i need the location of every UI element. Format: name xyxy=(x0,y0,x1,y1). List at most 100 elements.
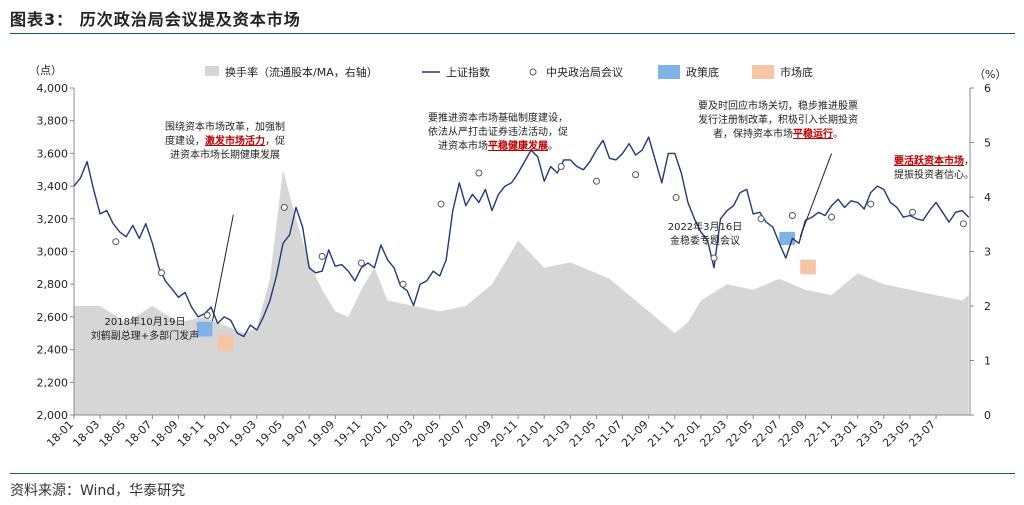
x-tick-label: 22-01 xyxy=(671,418,703,450)
note-segment: 围绕资本市场改革，加强制 xyxy=(165,120,285,133)
left-tick-label: 2,000 xyxy=(37,409,69,422)
market-bottom-box xyxy=(217,334,234,352)
note-line: 依法从严打击证券违法活动，促 xyxy=(428,125,568,138)
x-tick-label: 21-01 xyxy=(515,418,547,450)
right-tick-label: 4 xyxy=(984,191,991,204)
right-tick-label: 6 xyxy=(984,82,991,95)
x-tick-label: 22-03 xyxy=(697,418,729,450)
x-tick-label: 19-07 xyxy=(279,418,311,450)
meeting-marker xyxy=(399,280,407,288)
meeting-marker xyxy=(909,208,917,216)
x-tick-label: 20-11 xyxy=(488,418,520,450)
note-segment: 刘鹤副总理+多部门发声 xyxy=(91,329,199,342)
note-line: 进资本市场平稳健康发展。 xyxy=(438,139,558,152)
note-line: 度建设，激发市场活力，促 xyxy=(165,134,285,147)
annotation-layer xyxy=(211,153,833,322)
note-segment: 。 xyxy=(833,129,843,140)
note-segment: 要活跃资本市场 xyxy=(894,154,964,167)
market-bottom-box xyxy=(800,259,816,275)
title-divider xyxy=(10,33,1015,34)
x-tick-label: 23-05 xyxy=(880,418,912,450)
meeting-marker xyxy=(112,238,120,246)
annotation-pointer xyxy=(799,153,833,237)
note-segment: 平稳运行 xyxy=(793,127,833,140)
meeting-marker xyxy=(318,252,326,260)
x-tick-label: 19-09 xyxy=(306,418,338,450)
note-line: 要及时回应市场关切，稳步推进股票 xyxy=(698,99,858,112)
note-activate-market-2023: 要活跃资本市场，提振投资者信心。 xyxy=(894,154,974,181)
note-segment: 2018年10月19日 xyxy=(105,315,186,328)
x-tick-label: 21-07 xyxy=(593,418,625,450)
legend-label: 市场底 xyxy=(780,65,813,79)
left-tick-label: 3,600 xyxy=(37,147,69,160)
x-tick-label: 20-01 xyxy=(358,418,390,450)
bottom-markers-layer xyxy=(196,231,816,352)
right-tick-label: 3 xyxy=(984,246,991,259)
left-tick-label: 2,400 xyxy=(37,344,69,357)
note-segment: 者，保持资本市场 xyxy=(713,127,793,140)
legend-swatch-turnover xyxy=(205,66,219,76)
x-tick-label: 18-09 xyxy=(149,418,181,450)
note-line: 发行注册制改革，积极引入长期投资 xyxy=(698,113,858,126)
turnover-area xyxy=(74,169,969,415)
meeting-marker xyxy=(672,194,680,202)
x-tick-label: 20-03 xyxy=(384,418,416,450)
meeting-marker xyxy=(203,311,211,319)
x-tick-label: 21-03 xyxy=(541,418,573,450)
note-segment: 要推进资本市场基础制度建设， xyxy=(428,111,568,124)
note-segment: 进资本市场长期健康发展 xyxy=(170,148,280,161)
note-segment: 平稳健康发展 xyxy=(488,139,548,152)
x-tick-label: 18-01 xyxy=(44,418,76,450)
note-segment: 依法从严打击证券违法活动，促 xyxy=(428,125,568,138)
left-tick-label: 3,800 xyxy=(37,115,69,128)
x-tick-label: 19-03 xyxy=(227,418,259,450)
right-tick-label: 0 xyxy=(984,409,991,422)
annotation-pointer xyxy=(211,214,234,322)
index-line xyxy=(73,136,970,338)
note-line: 要活跃资本市场， xyxy=(894,154,974,167)
meeting-marker xyxy=(592,177,600,185)
note-line: 要推进资本市场基础制度建设， xyxy=(428,111,568,124)
note-line: 2018年10月19日 xyxy=(105,315,186,328)
note-fsdc-2022: 2022年3月16日金稳委专题会议 xyxy=(668,220,743,247)
right-tick-label: 2 xyxy=(984,300,991,313)
note-segment: ，促 xyxy=(265,134,285,147)
x-tick-label: 20-07 xyxy=(436,418,468,450)
x-tick-label: 20-05 xyxy=(410,418,442,450)
meeting-marker xyxy=(557,162,565,170)
note-segment: 要及时回应市场关切，稳步推进股票 xyxy=(698,99,858,112)
x-tick-label: 21-11 xyxy=(645,418,677,450)
note-segment: ， xyxy=(964,156,974,167)
left-tick-label: 2,800 xyxy=(37,278,69,291)
x-tick-label: 23-01 xyxy=(828,418,860,450)
note-line: 刘鹤副总理+多部门发声 xyxy=(91,329,199,342)
meeting-marker xyxy=(710,254,718,262)
chart: 2,000 2,200 2,400 2,600 2,800 3,000 3,200 3,400… xyxy=(29,64,1006,450)
legend-swatch-meeting xyxy=(529,68,537,76)
right-tick-label: 1 xyxy=(984,355,991,368)
meeting-marker xyxy=(632,171,640,179)
left-tick-label: 3,000 xyxy=(37,246,69,259)
legend-label: 中央政治局会议 xyxy=(546,65,623,79)
legend-label: 政策底 xyxy=(686,65,719,79)
note-respond-market-2022: 要及时回应市场关切，稳步推进股票发行注册制改革，积极引入长期投资者，保持资本市场… xyxy=(698,99,858,140)
x-tick-label: 22-09 xyxy=(776,418,808,450)
x-tick-label: 22-05 xyxy=(724,418,756,450)
note-liu-he-2018: 2018年10月19日刘鹤副总理+多部门发声 xyxy=(91,315,199,342)
note-segment: 度建设， xyxy=(165,134,205,147)
note-segment: 。 xyxy=(548,141,558,152)
meeting-marker xyxy=(158,269,166,277)
left-axis-unit: （点） xyxy=(29,64,62,77)
source-divider xyxy=(10,473,1015,474)
legend-swatch-market xyxy=(752,65,774,79)
left-tick-label: 3,200 xyxy=(37,213,69,226)
note-line: 者，保持资本市场平稳运行。 xyxy=(713,127,843,140)
right-tick-label: 5 xyxy=(984,137,991,150)
source-note: 资料来源：Wind，华泰研究 xyxy=(10,483,186,499)
legend-swatch-policy xyxy=(658,65,680,79)
x-tick-label: 18-07 xyxy=(123,418,155,450)
legend: 换手率（流通股本/MA，右轴） 上证指数 中央政治局会议 政策底 市场底 xyxy=(205,65,813,79)
note-segment: 提振投资者信心。 xyxy=(894,168,974,181)
meeting-marker xyxy=(757,215,765,223)
note-basic-system-2020: 要推进资本市场基础制度建设，依法从严打击证券违法活动，促进资本市场平稳健康发展。 xyxy=(428,111,568,152)
